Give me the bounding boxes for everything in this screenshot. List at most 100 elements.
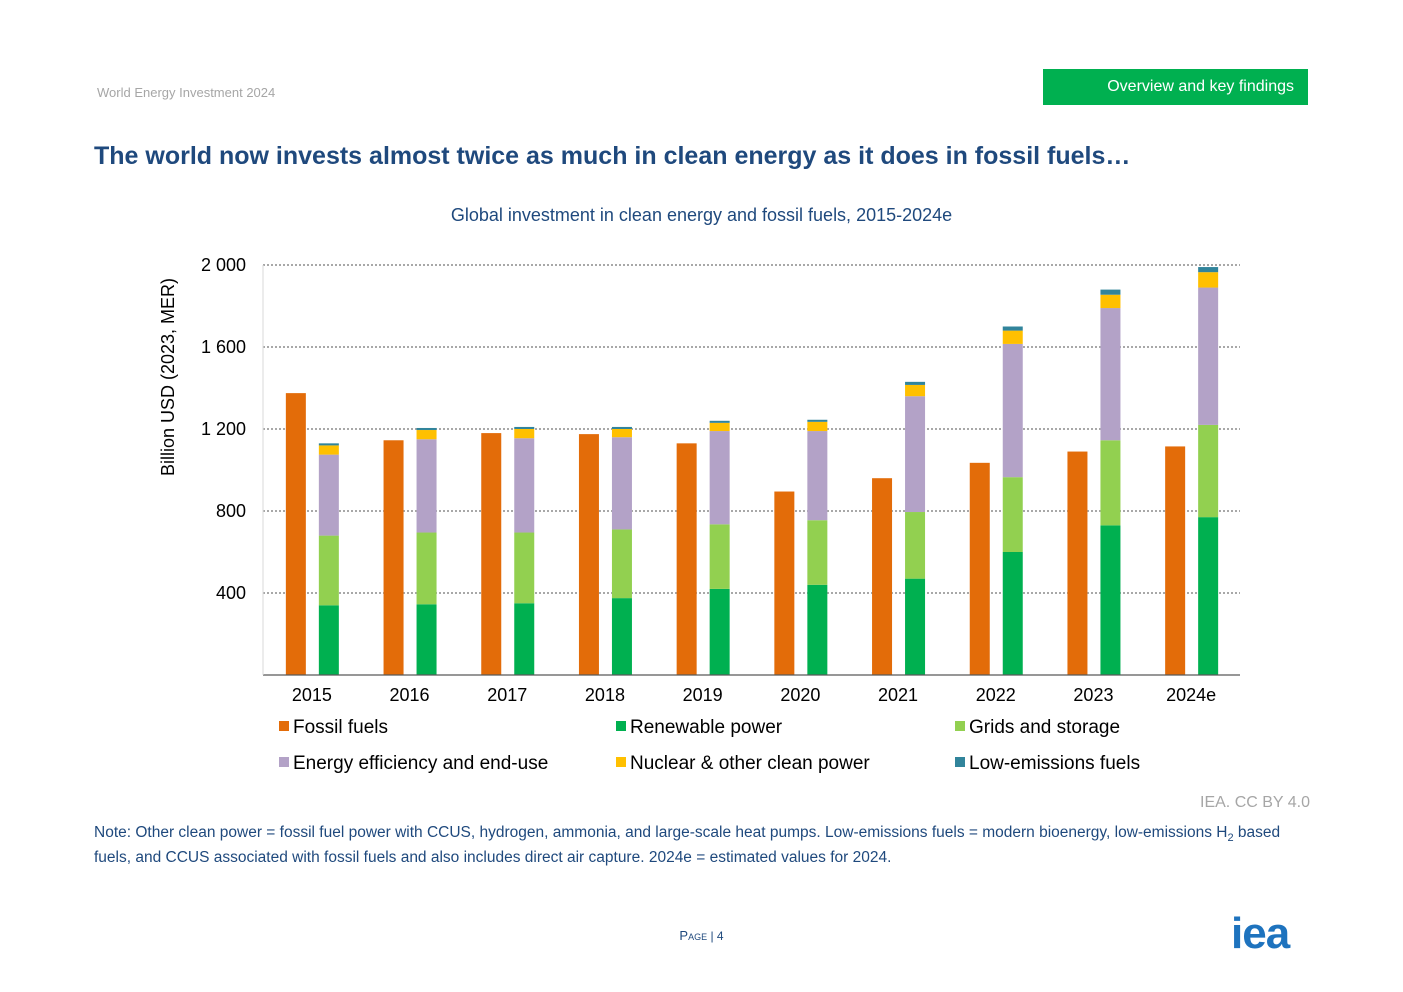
page-number-value: | 4	[710, 929, 724, 943]
bar-nuclear-other-clean-power	[611, 429, 632, 438]
bar-fossil-fuels	[1067, 451, 1088, 675]
bar-grids-and-storage	[1002, 477, 1023, 552]
page-word: Page	[679, 928, 708, 943]
bar-low-emissions-fuels	[416, 427, 437, 431]
legend-label: Energy efficiency and end-use	[293, 753, 548, 774]
bar-renewable-power	[611, 598, 632, 675]
note-text-part1: Note: Other clean power = fossil fuel po…	[94, 824, 1228, 841]
bar-grids-and-storage	[514, 532, 535, 604]
bar-low-emissions-fuels	[318, 443, 339, 446]
y-tick-label: 400	[216, 583, 246, 603]
y-tick-labels: 400 800 1 200 1 600 2 000	[201, 255, 246, 603]
y-tick-label: 1 200	[201, 419, 246, 439]
bar-low-emissions-fuels	[807, 419, 828, 422]
x-tick-label: 2021	[878, 685, 918, 705]
bar-renewable-power	[1100, 525, 1121, 675]
bar-energy-efficiency-and-end-use	[514, 438, 535, 533]
legend-label: Low-emissions fuels	[969, 753, 1140, 774]
bar-energy-efficiency-and-end-use	[1002, 343, 1023, 478]
note-text-part2: based fuels, and CCUS associated with fo…	[94, 824, 1281, 867]
y-axis-label: Billion USD (2023, MER)	[158, 278, 178, 476]
bars	[285, 267, 1219, 675]
section-tab[interactable]: Overview and key findings	[1043, 69, 1308, 105]
bar-renewable-power	[514, 603, 535, 675]
bar-grids-and-storage	[905, 512, 926, 579]
legend-swatch	[279, 721, 289, 731]
bar-grids-and-storage	[318, 535, 339, 606]
bar-energy-efficiency-and-end-use	[709, 431, 730, 525]
bar-grids-and-storage	[416, 532, 437, 605]
bar-grids-and-storage	[1100, 440, 1121, 526]
y-tick-label: 2 000	[201, 255, 246, 275]
bar-fossil-fuels	[969, 462, 990, 675]
bar-fossil-fuels	[481, 433, 502, 675]
bar-grids-and-storage	[709, 524, 730, 589]
bar-energy-efficiency-and-end-use	[1100, 308, 1121, 441]
x-tick-label: 2017	[487, 685, 527, 705]
bar-energy-efficiency-and-end-use	[807, 431, 828, 521]
bar-fossil-fuels	[774, 491, 795, 675]
bar-nuclear-other-clean-power	[514, 429, 535, 439]
bar-nuclear-other-clean-power	[807, 421, 828, 432]
x-tick-label: 2023	[1073, 685, 1113, 705]
x-tick-label: 2020	[780, 685, 820, 705]
legend-swatch	[616, 721, 626, 731]
legend-label: Renewable power	[630, 717, 783, 738]
legend-swatch	[955, 757, 965, 767]
legend-label: Grids and storage	[969, 717, 1120, 738]
bar-low-emissions-fuels	[1002, 326, 1023, 331]
page-number: Page | 4	[0, 928, 1403, 943]
y-tick-label: 800	[216, 501, 246, 521]
x-tick-label: 2018	[585, 685, 625, 705]
legend-swatch	[279, 757, 289, 767]
legend: Fossil fuels Renewable power Grids and sto…	[279, 717, 1140, 774]
section-tab-label: Overview and key findings	[1107, 78, 1294, 95]
bar-nuclear-other-clean-power	[1100, 294, 1121, 309]
bar-nuclear-other-clean-power	[709, 422, 730, 432]
bar-grids-and-storage	[807, 520, 828, 585]
bar-renewable-power	[1198, 517, 1219, 675]
bar-energy-efficiency-and-end-use	[318, 454, 339, 536]
bar-fossil-fuels	[1165, 446, 1186, 675]
legend-label: Fossil fuels	[293, 717, 388, 738]
chart-note: Note: Other clean power = fossil fuel po…	[94, 823, 1309, 868]
iea-logo: iea	[1231, 914, 1292, 954]
legend-label: Nuclear & other clean power	[630, 753, 870, 774]
bar-nuclear-other-clean-power	[318, 445, 339, 455]
legend-swatch	[616, 757, 626, 767]
credit-text: IEA. CC BY 4.0	[1200, 794, 1310, 811]
x-tick-label: 2019	[683, 685, 723, 705]
bar-low-emissions-fuels	[1100, 289, 1121, 295]
bar-nuclear-other-clean-power	[905, 384, 926, 397]
bar-renewable-power	[905, 578, 926, 675]
gridlines	[263, 264, 1240, 594]
bar-renewable-power	[807, 584, 828, 675]
bar-grids-and-storage	[611, 529, 632, 599]
bar-energy-efficiency-and-end-use	[1198, 287, 1219, 425]
bar-nuclear-other-clean-power	[1002, 330, 1023, 344]
bar-renewable-power	[709, 588, 730, 675]
bar-fossil-fuels	[383, 440, 404, 675]
bar-low-emissions-fuels	[1198, 267, 1219, 273]
iea-logo-text: iea	[1231, 914, 1291, 954]
legend-swatch	[955, 721, 965, 731]
x-tick-label: 2024e	[1166, 685, 1216, 705]
bar-low-emissions-fuels	[905, 381, 926, 385]
bar-nuclear-other-clean-power	[1198, 272, 1219, 288]
x-tick-label: 2015	[292, 685, 332, 705]
note-subscript: 2	[1227, 832, 1234, 845]
x-tick-label: 2022	[976, 685, 1016, 705]
bar-fossil-fuels	[872, 478, 893, 675]
x-tick-label: 2016	[390, 685, 430, 705]
page-title: The world now invests almost twice as mu…	[94, 142, 1131, 170]
report-title: World Energy Investment 2024	[97, 85, 276, 100]
bar-fossil-fuels	[676, 443, 697, 675]
bar-fossil-fuels	[578, 434, 599, 675]
bar-renewable-power	[416, 604, 437, 675]
x-tick-labels: 2015 2016 2017 2018 2019 2020 2021 2022 2023 2024…	[292, 685, 1216, 705]
bar-nuclear-other-clean-power	[416, 430, 437, 440]
y-tick-label: 1 600	[201, 337, 246, 357]
bar-energy-efficiency-and-end-use	[611, 437, 632, 530]
bar-grids-and-storage	[1198, 424, 1219, 518]
